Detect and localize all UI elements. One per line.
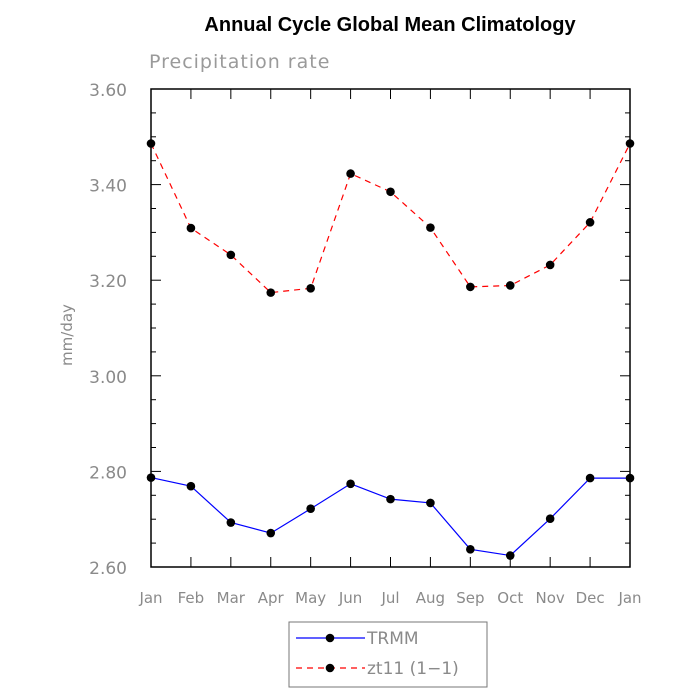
x-tick-label: Dec	[576, 589, 605, 607]
x-tick-label: Apr	[258, 589, 285, 607]
y-axis-label: mm/day	[58, 304, 76, 366]
series-1-point	[505, 281, 515, 290]
axis-ticks	[150, 88, 631, 568]
series-1-point	[585, 218, 595, 227]
series-1-point	[146, 139, 156, 148]
y-tick-label: 2.80	[89, 463, 127, 483]
series-0-point	[426, 498, 435, 508]
x-tick-label: May	[295, 589, 326, 607]
legend-marker-zt11	[325, 663, 335, 673]
series-0-point	[226, 518, 236, 527]
series-1-point	[426, 223, 435, 232]
series-1-point	[466, 282, 475, 292]
series-0-point	[266, 528, 276, 538]
series-1-point	[625, 139, 635, 148]
x-tick-label: Oct	[497, 589, 523, 607]
x-tick-label: Mar	[217, 589, 246, 607]
series-0-point	[186, 481, 196, 491]
series-1-point	[386, 187, 395, 197]
series-0-point	[146, 473, 156, 482]
series-1-point	[545, 260, 555, 270]
x-tick-labels: Jan Feb Mar Apr May Jun Jul Aug Sep Oct Nov Dec Jan	[138, 589, 641, 607]
series-1-point	[266, 288, 276, 297]
x-tick-label: Jan	[617, 589, 641, 607]
y-tick-label: 3.40	[89, 177, 127, 197]
series-0-point	[306, 504, 315, 513]
y-tick-label: 3.60	[89, 81, 127, 101]
y-tick-label: 2.60	[89, 559, 127, 579]
series-1-point	[306, 284, 315, 293]
x-tick-label: Feb	[178, 589, 205, 607]
series-0-point	[386, 494, 395, 504]
x-tick-label: Sep	[456, 589, 484, 607]
series-0-point	[585, 473, 595, 483]
legend: TRMM zt11 (1−1)	[288, 621, 488, 688]
legend-box	[288, 621, 488, 688]
x-tick-label: Nov	[536, 589, 565, 607]
chart-title: Annual Cycle Global Mean Climatology	[204, 14, 576, 36]
x-tick-label: Jun	[338, 589, 362, 607]
legend-marker-trmm	[325, 633, 335, 643]
series-0-point	[505, 551, 515, 560]
y-tick-label: 3.00	[89, 368, 127, 388]
series-0-point	[625, 473, 635, 483]
chart-subtitle: Precipitation rate	[149, 51, 330, 73]
legend-label-zt11: zt11 (1−1)	[367, 659, 459, 679]
x-tick-label: Jul	[380, 589, 399, 607]
x-tick-label: Jan	[138, 589, 162, 607]
series-line-0	[150, 477, 630, 557]
x-tick-label: Aug	[416, 589, 445, 607]
series-0-point	[346, 479, 355, 489]
y-tick-labels: 2.60 2.80 3.00 3.20 3.40 3.60	[89, 81, 127, 579]
series-line-1	[150, 143, 631, 294]
series-group	[146, 139, 635, 560]
series-1-point	[186, 223, 196, 233]
series-1-point	[346, 169, 355, 178]
series-0-point	[466, 545, 475, 554]
series-1-point	[226, 250, 236, 260]
y-tick-label: 3.20	[89, 272, 127, 292]
series-0-point	[545, 514, 555, 524]
legend-label-trmm: TRMM	[366, 629, 419, 649]
